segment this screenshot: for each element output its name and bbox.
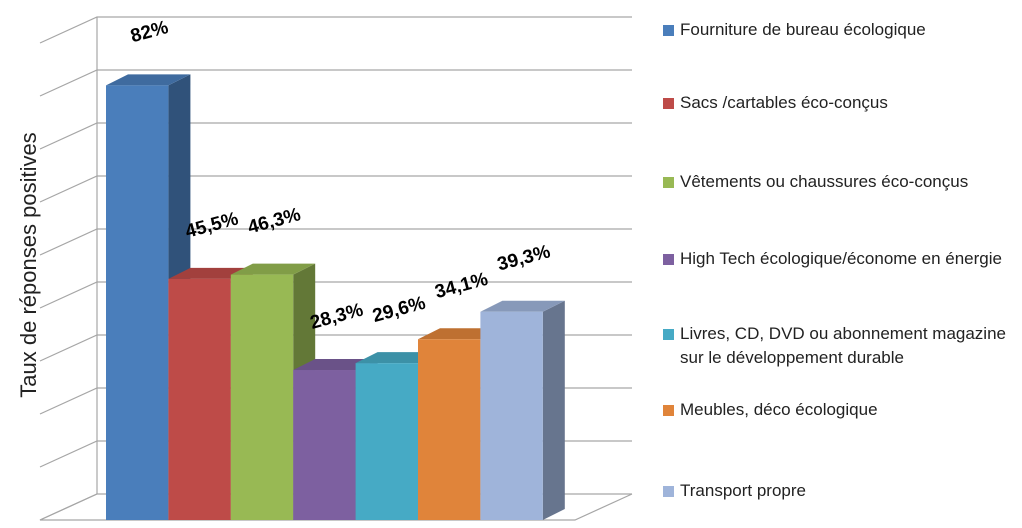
legend-entry: Fourniture de bureau écologique <box>663 18 1008 42</box>
legend-label: Fourniture de bureau écologique <box>680 20 926 39</box>
legend-swatch <box>663 25 674 36</box>
legend-entry: Transport propre <box>663 479 1008 503</box>
legend-entry: High Tech écologique/économe en énergie <box>663 247 1008 271</box>
bar <box>480 311 543 520</box>
legend-entry: Sacs /cartables éco-conçus <box>663 91 1008 115</box>
legend-swatch <box>663 177 674 188</box>
value-label: 28,3% <box>308 300 366 334</box>
legend-swatch <box>663 254 674 265</box>
legend-entry: Vêtements ou chaussures éco-conçus <box>663 170 1008 194</box>
legend-label: Vêtements ou chaussures éco-conçus <box>680 172 969 191</box>
y-axis-title: Taux de réponses positives <box>16 132 41 397</box>
value-label: 39,3% <box>495 241 553 275</box>
legend-swatch <box>663 329 674 340</box>
bar <box>230 274 294 520</box>
value-label: 82% <box>128 17 170 47</box>
legend-swatch <box>663 98 674 109</box>
legend-label: High Tech écologique/économe en énergie <box>680 249 1002 268</box>
legend-label: Livres, CD, DVD ou abonnement magazine s… <box>680 324 1006 367</box>
bar-top <box>230 263 316 275</box>
value-label: 46,3% <box>246 204 304 238</box>
bar <box>293 370 356 520</box>
value-label: 45,5% <box>183 208 241 242</box>
bar-top <box>480 300 565 312</box>
legend-entry: Livres, CD, DVD ou abonnement magazine s… <box>663 322 1008 370</box>
legend-entry: Meubles, déco écologique <box>663 398 1008 422</box>
legend-swatch <box>663 486 674 497</box>
bar-side <box>542 300 565 520</box>
bar <box>418 339 481 520</box>
legend-label: Transport propre <box>680 481 806 500</box>
bar <box>355 363 418 520</box>
value-label: 29,6% <box>370 293 428 327</box>
legend-label: Meubles, déco écologique <box>680 400 878 419</box>
bar <box>106 85 169 521</box>
bar <box>168 278 231 520</box>
bar-top <box>106 74 191 86</box>
legend-label: Sacs /cartables éco-conçus <box>680 93 888 112</box>
legend-swatch <box>663 405 674 416</box>
value-label: 34,1% <box>433 269 491 303</box>
